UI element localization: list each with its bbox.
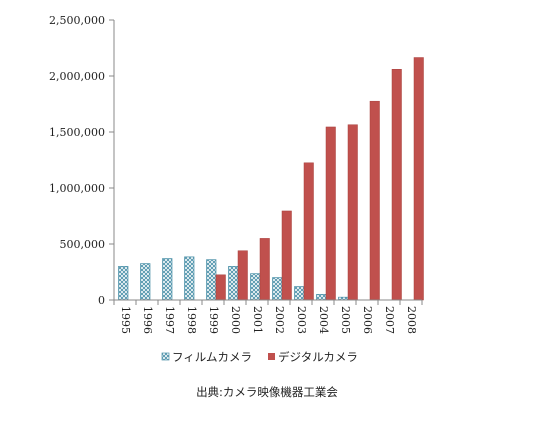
x-tick-label: 1996 <box>141 306 154 334</box>
bar-digital-camera <box>303 162 314 301</box>
bar-film-camera <box>206 259 217 301</box>
bar-digital-camera <box>391 69 402 301</box>
x-tick-label: 1999 <box>207 306 220 334</box>
y-tick-label: 1,500,000 <box>49 126 105 139</box>
x-tick-label: 2002 <box>273 306 286 334</box>
bar-film-camera <box>294 286 305 301</box>
y-tick-label: 0 <box>98 294 105 307</box>
bar-film-camera <box>162 258 173 301</box>
bar-film-camera <box>140 263 151 301</box>
x-tick-label: 2000 <box>229 306 242 334</box>
bar-digital-camera <box>259 238 270 301</box>
x-tick-label: 2006 <box>361 306 374 334</box>
legend-label-film-camera: フィルムカメラ <box>172 350 252 364</box>
bar-film-camera <box>250 273 261 301</box>
x-axis-ticks: 1995 1996 1997 1998 1999 2000 2001 2002 2003 2004… <box>113 300 423 334</box>
bar-digital-camera <box>237 250 248 301</box>
x-tick-label: 2003 <box>295 306 308 334</box>
y-tick-label: 2,500,000 <box>49 14 105 27</box>
bar-digital-camera <box>347 124 358 301</box>
y-tick-label: 500,000 <box>60 238 106 251</box>
bar-digital-camera <box>325 126 336 301</box>
x-tick-label: 2008 <box>405 306 418 334</box>
x-tick-label: 2004 <box>317 306 330 334</box>
x-tick-label: 1998 <box>185 306 198 334</box>
legend-swatch-digital-camera <box>268 353 275 360</box>
y-axis-ticks: 0 500,000 1,000,000 1,500,000 2,000,000 2,500… <box>49 14 114 307</box>
bar-digital-camera <box>281 210 292 301</box>
source-note: 出典:カメラ映像機器工業会 <box>196 385 338 399</box>
x-tick-label: 1995 <box>119 306 132 334</box>
x-tick-label: 1997 <box>163 306 176 334</box>
bar-film-camera <box>118 266 129 301</box>
x-tick-label: 2007 <box>383 306 396 334</box>
y-tick-label: 2,000,000 <box>49 70 105 83</box>
bar-film-camera <box>316 294 327 301</box>
x-tick-label: 2001 <box>251 306 264 334</box>
bar-film-camera <box>272 277 283 301</box>
bars <box>118 57 424 301</box>
bar-film-camera <box>184 256 195 301</box>
legend-swatch-film-camera <box>161 352 170 361</box>
bar-digital-camera <box>413 57 424 301</box>
legend: フィルムカメラ デジタルカメラ <box>161 350 358 364</box>
bar-digital-camera <box>369 100 380 301</box>
legend-label-digital-camera: デジタルカメラ <box>278 350 358 364</box>
bar-film-camera <box>228 266 239 301</box>
y-tick-label: 1,000,000 <box>49 182 105 195</box>
bar-digital-camera <box>215 274 226 301</box>
x-tick-label: 2005 <box>339 306 352 334</box>
